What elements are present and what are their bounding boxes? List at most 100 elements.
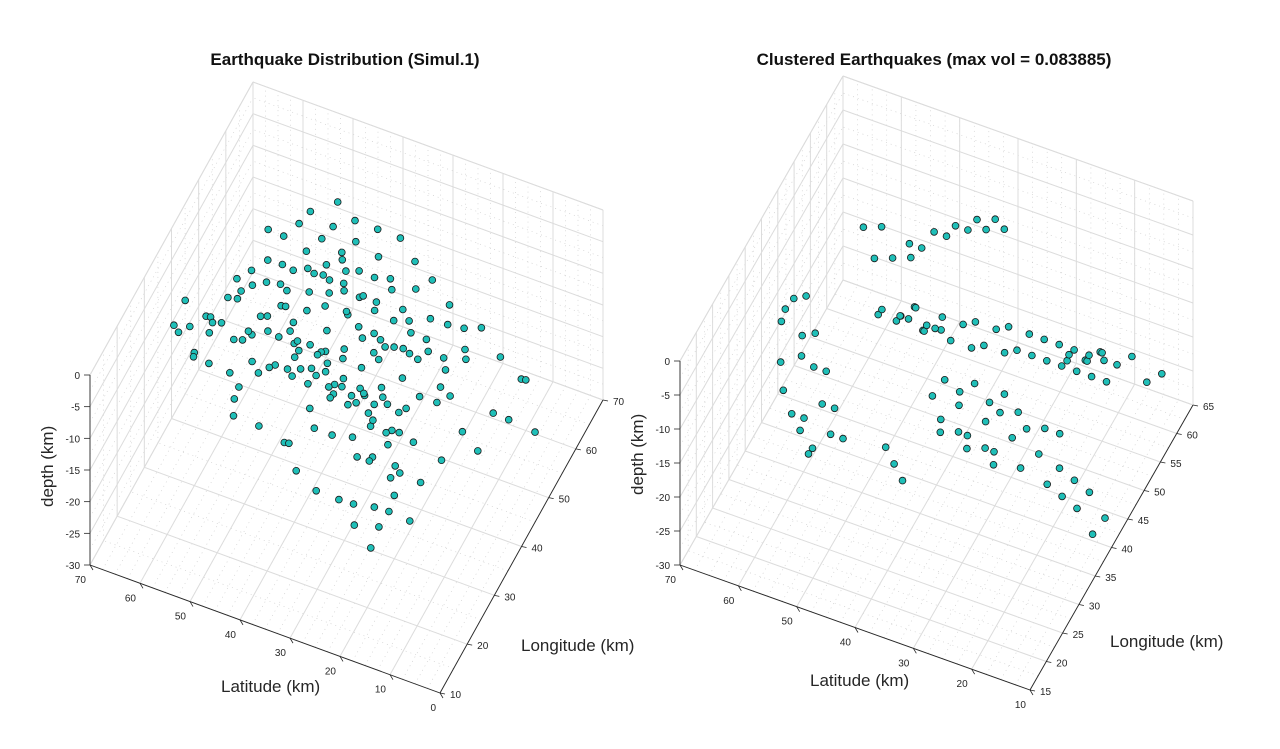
data-point [342, 267, 350, 275]
floor-minor-grid [130, 491, 481, 621]
data-point [181, 296, 190, 305]
x-tick-label: 10 [1015, 700, 1027, 711]
data-point [384, 440, 392, 449]
data-point [274, 333, 283, 341]
data-point [235, 383, 243, 391]
wall-grid-line [679, 177, 844, 464]
floor-grid-line [793, 365, 1145, 491]
data-point [342, 307, 351, 316]
box-edge [842, 75, 1194, 202]
z-tick-label: -25 [66, 529, 81, 540]
data-point [1085, 488, 1094, 497]
wall-minor-grid [252, 255, 604, 385]
data-point [989, 460, 998, 469]
z-tick-label: -5 [661, 391, 670, 402]
data-point [1025, 330, 1034, 338]
y-tick [1111, 547, 1117, 549]
data-point [441, 366, 450, 374]
x-axis-line [89, 564, 441, 694]
data-point [859, 223, 868, 232]
data-point [329, 222, 337, 231]
data-point [896, 312, 904, 320]
data-point [340, 286, 348, 295]
data-point [458, 427, 467, 436]
data-point [1100, 356, 1108, 365]
data-point [389, 316, 398, 325]
z-tick-label: -25 [656, 527, 671, 538]
data-point [1000, 348, 1009, 357]
wall-grid-line [89, 240, 254, 534]
wall-grid-line [89, 145, 254, 439]
floor-grid-line [198, 369, 549, 499]
data-point [1072, 367, 1081, 376]
wall-grid-line [842, 245, 1194, 372]
data-point [254, 369, 263, 377]
y-tick-label: 20 [477, 641, 489, 652]
z-tick-label: -15 [656, 459, 671, 470]
floor-grid-line [696, 536, 1047, 662]
data-point [224, 293, 232, 302]
data-point [189, 352, 198, 361]
data-point [247, 266, 256, 275]
data-point [255, 422, 263, 430]
x-tick-label: 10 [375, 685, 387, 696]
z-axis-label-left: depth (km) [38, 425, 57, 507]
data-point [818, 400, 827, 408]
z-tick-label: 0 [74, 371, 80, 382]
data-point [390, 343, 398, 351]
wall-grid-line [679, 211, 844, 498]
data-point [289, 266, 298, 275]
data-point [288, 372, 296, 380]
y-tick [1078, 604, 1084, 606]
y-tick-label: 35 [1105, 573, 1117, 584]
data-point [304, 379, 312, 388]
data-point [942, 232, 951, 241]
data-point [405, 349, 414, 358]
floor-grid-line [745, 450, 1096, 577]
x-tick [737, 585, 742, 592]
y-tick-label: 70 [613, 397, 625, 408]
floor-minor-grid [239, 296, 590, 425]
data-point [781, 305, 790, 313]
data-point [370, 329, 378, 338]
data-point [372, 298, 381, 306]
data-point [355, 267, 363, 275]
data-point [326, 393, 335, 402]
x-tick-label: 70 [75, 575, 87, 586]
data-point [477, 323, 486, 332]
wall-grid-line [679, 245, 844, 532]
data-point [205, 328, 214, 337]
data-point [295, 219, 303, 228]
data-point [1102, 377, 1111, 386]
y-tick-label: 30 [504, 592, 516, 603]
data-point [461, 345, 469, 354]
data-point [378, 393, 387, 402]
data-point [348, 433, 357, 442]
data-point [386, 274, 395, 283]
data-point [959, 320, 967, 329]
data-point [248, 281, 257, 290]
data-point [1013, 346, 1021, 355]
data-point [428, 276, 437, 284]
data-point [980, 341, 988, 350]
data-point [776, 358, 785, 366]
data-point [1070, 346, 1078, 354]
y-tick-label: 65 [1203, 402, 1215, 413]
y-tick-label: 10 [450, 690, 462, 701]
x-tick-label: 0 [430, 703, 436, 714]
data-point [217, 318, 226, 327]
data-point [1022, 424, 1031, 433]
data-point [796, 426, 804, 435]
data-point [276, 280, 285, 289]
z-tick-label: -20 [66, 498, 81, 509]
data-point [358, 334, 367, 342]
wall-minor-grid [252, 97, 604, 227]
data-point [904, 315, 913, 323]
data-point [1085, 351, 1093, 360]
y-tick [521, 546, 527, 548]
z-tick-label: -30 [656, 561, 671, 572]
wall-grid-line [252, 208, 604, 338]
data-point [283, 365, 292, 373]
data-point [313, 350, 322, 359]
data-point [426, 314, 435, 323]
